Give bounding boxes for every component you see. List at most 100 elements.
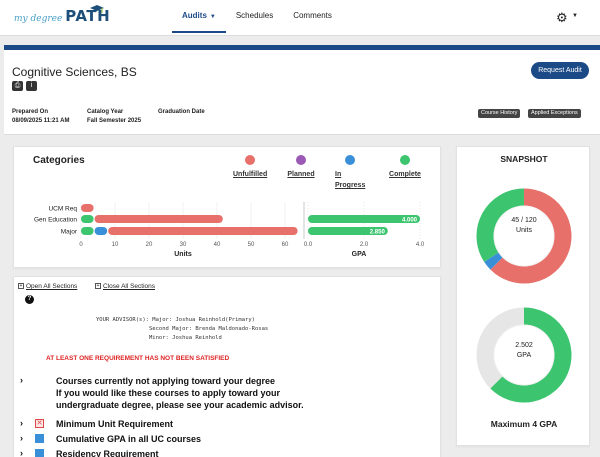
requirement-row[interactable]: › Courses currently not applying toward …: [20, 375, 304, 411]
print-icon[interactable]: ⎙: [12, 81, 23, 91]
units-in-progress-arc: [484, 252, 503, 270]
legend-label-complete: Complete: [389, 171, 421, 178]
units-tick-label: 0: [79, 242, 83, 248]
categories-title: Categories: [33, 155, 85, 166]
graduation-date: Graduation Date: [158, 108, 205, 117]
legend-label-unfulfilled: Unfulfilled: [233, 171, 268, 178]
units-bar-complete: [81, 227, 94, 235]
legend-dot-unfulfilled: [245, 155, 255, 165]
gpa-bar-label: 2.850: [370, 229, 386, 235]
category-label: Major: [61, 229, 78, 236]
gear-icon[interactable]: ⚙: [556, 10, 568, 25]
logo-big-text: PATH: [65, 7, 111, 25]
gpa-bar-label: 4.000: [402, 217, 418, 223]
legend-in-progress[interactable]: In Progress: [335, 155, 365, 191]
units-tick-label: 10: [112, 242, 119, 248]
info-icon[interactable]: i: [26, 81, 37, 91]
requirement-row[interactable]: › Residency Requirement: [20, 448, 159, 457]
chevron-down-icon: ▼: [209, 14, 216, 20]
catalog-year-label: Catalog Year: [87, 109, 124, 115]
units-tick-label: 40: [214, 242, 221, 248]
legend-planned[interactable]: Planned: [284, 155, 318, 180]
requirement-row[interactable]: › ✕ Minimum Unit Requirement: [20, 418, 173, 430]
units-donut-chart: [476, 188, 572, 284]
requirement-title: Minimum Unit Requirement: [56, 419, 174, 429]
gpa-tick-label: 2.0: [360, 242, 369, 248]
legend-complete[interactable]: Complete: [385, 155, 425, 180]
legend-label-planned: Planned: [287, 171, 315, 178]
tab-comments[interactable]: Comments: [283, 12, 342, 32]
gpa-tick-label: 4.0: [416, 242, 425, 248]
units-bar-in-progress: [94, 227, 108, 235]
applied-exceptions-button[interactable]: Applied Exceptions: [528, 109, 581, 118]
chevron-right-icon[interactable]: ›: [20, 375, 23, 385]
legend-unfulfilled[interactable]: Unfulfilled: [233, 155, 267, 180]
gpa-donut-chart: [476, 307, 572, 403]
units-axis-label: Units: [174, 251, 192, 258]
snapshot-title: SNAPSHOT: [500, 154, 548, 164]
units-bar-unfulfilled: [94, 215, 223, 223]
gpa-remaining-arc: [476, 307, 525, 389]
donut-center: [493, 324, 555, 386]
close-all-sections-link[interactable]: + Close All Sections: [95, 283, 155, 290]
tab-audits-label: Audits: [182, 11, 207, 20]
graduation-date-label: Graduation Date: [158, 109, 205, 115]
category-label: Gen Education: [34, 217, 77, 224]
graduation-cap-icon: [90, 5, 104, 13]
expand-icon: +: [18, 283, 24, 290]
units-tick-label: 20: [146, 242, 153, 248]
advisor-info: YOUR ADVISOR(s): Major: Joshua Reinhold(…: [96, 317, 269, 341]
chevron-right-icon[interactable]: ›: [20, 433, 23, 443]
top-navbar: my degree PATH Audits ▼ Schedules Comment…: [0, 0, 600, 36]
legend-dot-in-progress: [345, 155, 355, 165]
header-accent-bar: [4, 45, 600, 50]
help-icon[interactable]: ?: [25, 295, 34, 304]
nav-tabs: Audits ▼ Schedules Comments: [172, 11, 342, 33]
legend-label-in-progress: In Progress: [335, 171, 366, 189]
tab-schedules-label: Schedules: [235, 11, 274, 20]
collapse-icon: +: [95, 283, 101, 290]
open-all-sections-link[interactable]: + Open All Sections: [18, 283, 77, 290]
snapshot-footer: Maximum 4 GPA: [490, 419, 558, 429]
catalog-year-value: Fall Semester 2025: [87, 118, 142, 124]
categories-chart: 0 10 20 30 40 50 60 Units 0.0 2.0 4.0 GPA UCM Req Gen…: [34, 202, 425, 258]
chevron-right-icon[interactable]: ›: [20, 448, 23, 457]
category-label: UCM Req: [48, 206, 77, 213]
logo-small-text: my degree: [14, 14, 63, 24]
progress-blue-icon: [35, 449, 44, 457]
prepared-on-value: 08/09/2025 11:21 AM: [12, 118, 70, 124]
snapshot-card: SNAPSHOT Maximum 4 GPA 45 / 120 Units 2.5…: [456, 146, 590, 446]
audit-header: Cognitive Sciences, BS ⎙ i Request Audit…: [4, 50, 600, 135]
units-bar-unfulfilled: [81, 204, 94, 212]
requirement-title: Cumulative GPA in all UC courses: [56, 434, 202, 444]
requirement-title: Courses currently not applying toward yo…: [56, 376, 304, 410]
chevron-down-icon[interactable]: ▼: [572, 13, 578, 19]
catalog-year: Catalog Year Fall Semester 2025: [87, 108, 141, 126]
gpa-bar: [308, 227, 388, 235]
gpa-tick-label: 0.0: [304, 242, 313, 248]
open-all-sections-label: Open All Sections: [26, 283, 78, 290]
categories-card: Categories Unfulfilled Planned In Progre…: [13, 146, 441, 268]
gpa-axis-label: GPA: [352, 251, 367, 258]
header-actions: ⎙ i: [12, 81, 37, 91]
units-tick-label: 30: [180, 242, 187, 248]
units-tick-label: 50: [248, 242, 255, 248]
sections-card: + Open All Sections + Close All Sections ?…: [13, 276, 441, 457]
app-logo[interactable]: my degree PATH: [14, 5, 111, 25]
request-audit-button[interactable]: Request Audit: [531, 62, 589, 79]
x-red-icon: ✕: [35, 419, 44, 428]
units-tick-label: 60: [282, 242, 289, 248]
requirement-row[interactable]: › Cumulative GPA in all UC courses: [20, 433, 201, 445]
course-history-button[interactable]: Course History: [478, 109, 521, 118]
tab-audits[interactable]: Audits ▼: [172, 11, 226, 33]
progress-blue-icon: [35, 434, 44, 443]
requirement-warning: AT LEAST ONE REQUIREMENT HAS NOT BEEN SA…: [46, 355, 230, 362]
tab-schedules[interactable]: Schedules: [226, 12, 283, 32]
chevron-right-icon[interactable]: ›: [20, 418, 23, 428]
units-unfulfilled-arc: [490, 188, 572, 284]
requirement-title: Residency Requirement: [56, 449, 159, 457]
units-bar-unfulfilled: [108, 227, 298, 235]
units-bar-complete: [81, 215, 94, 223]
legend-dot-complete: [400, 155, 410, 165]
gpa-donut-label: 2.502 GPA: [515, 342, 533, 359]
